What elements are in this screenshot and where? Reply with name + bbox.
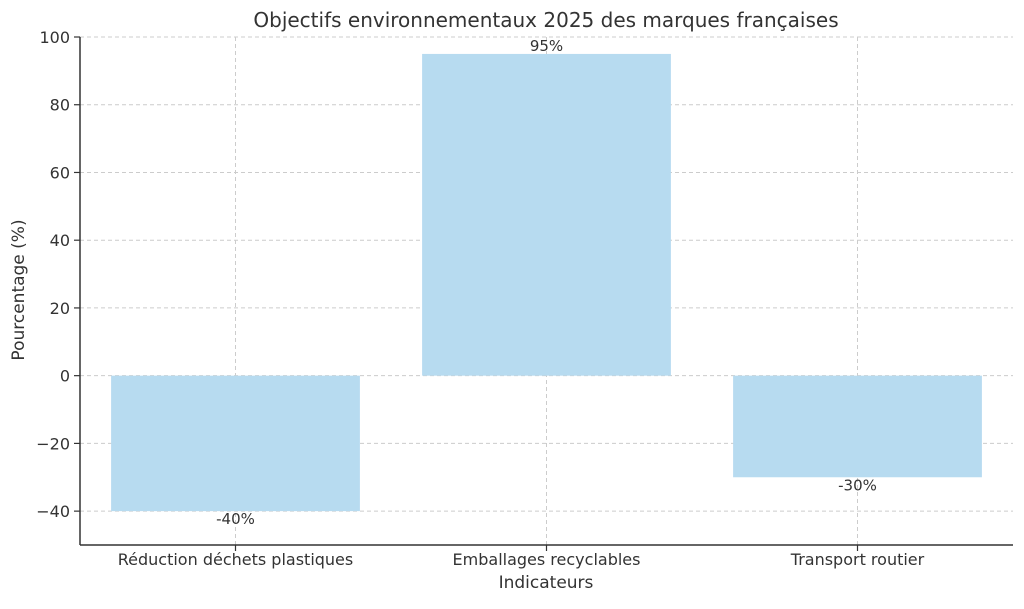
y-tick-label: 40 [50,231,70,250]
bar [733,375,982,478]
y-tick-label: 80 [50,96,70,115]
y-tick-label: 0 [60,367,70,386]
y-tick-label: 60 [50,163,70,182]
data-label: 95% [530,37,563,55]
x-axis-label: Indicateurs [499,573,594,593]
labels-layer: -40% 95% -30% [216,37,877,528]
y-tick-label: 100 [39,28,70,47]
x-tick-label: Emballages recyclables [453,550,641,569]
data-label: -30% [838,476,877,494]
chart-title: Objectifs environnementaux 2025 des marq… [253,8,838,32]
x-tick-label: Réduction déchets plastiques [118,550,353,569]
y-tick-label: −40 [36,502,70,521]
bar [422,53,671,376]
y-tick-label: −20 [36,434,70,453]
x-tick-label: Transport routier [790,550,925,569]
data-label: -40% [216,510,255,528]
axes-layer: −40 −20 0 20 40 60 80 100 Réduction déchets plas… [36,28,1013,569]
bars-layer [111,53,982,512]
bar [111,375,360,512]
y-axis-label: Pourcentage (%) [9,219,29,360]
y-tick-label: 20 [50,299,70,318]
